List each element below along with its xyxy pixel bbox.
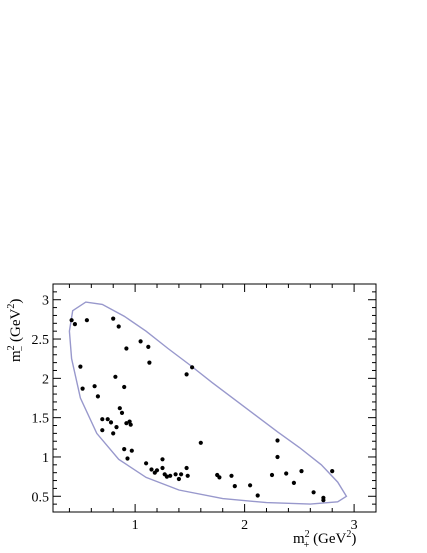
data-point-16 [190, 365, 195, 370]
data-point-47 [217, 475, 222, 480]
data-point-48 [229, 473, 234, 478]
data-point-29 [125, 456, 130, 461]
data-point-0 [69, 318, 74, 323]
data-point-53 [275, 454, 280, 460]
data-point-61 [330, 469, 335, 474]
data-point-56 [291, 480, 296, 485]
data-point-41 [176, 476, 181, 482]
data-point-2 [84, 318, 89, 323]
data-point-27 [128, 422, 133, 427]
data-point-49 [232, 484, 237, 489]
data-point-25 [124, 421, 129, 426]
data-point-5 [78, 364, 83, 369]
data-point-50 [248, 483, 253, 488]
data-point-19 [108, 420, 114, 425]
data-point-40 [173, 472, 178, 477]
y-axis-ticks: 0.5 1 1.5 2 2.5 3 [32, 283, 376, 505]
data-points [69, 316, 335, 503]
data-point-4 [116, 324, 121, 329]
data-point-52 [269, 472, 275, 478]
data-point-60 [321, 498, 326, 503]
data-point-43 [184, 465, 189, 471]
data-point-34 [154, 468, 160, 473]
plot-area [52, 283, 377, 513]
data-point-28 [122, 447, 127, 452]
data-point-38 [164, 474, 169, 479]
data-point-45 [198, 440, 203, 445]
data-point-13 [146, 344, 151, 349]
data-point-7 [92, 384, 97, 389]
data-point-18 [105, 417, 110, 422]
data-point-24 [119, 410, 125, 415]
x-tick-label-3: 3 [351, 518, 358, 533]
data-point-39 [168, 473, 173, 478]
data-point-58 [311, 490, 316, 495]
y-tick-label-1: 1 [42, 451, 49, 466]
y-tick-label-2.5: 2.5 [32, 333, 50, 348]
data-point-23 [117, 406, 122, 411]
data-point-30 [129, 448, 134, 453]
data-point-32 [149, 467, 154, 472]
data-point-10 [122, 384, 127, 390]
data-point-36 [160, 465, 165, 471]
y-tick-label-2: 2 [42, 372, 49, 387]
data-point-9 [113, 374, 118, 379]
data-point-35 [160, 457, 165, 462]
y-tick-label-0.5: 0.5 [32, 490, 50, 505]
y-axis-label: m2− (GeV2) [6, 299, 28, 362]
data-point-15 [184, 372, 189, 377]
kinematic-boundary-curve [68, 301, 348, 505]
x-axis-label: m2 + (GeV2) [293, 529, 356, 551]
x-tick-label-1: 1 [132, 518, 139, 533]
x-tick-label-2: 2 [241, 518, 248, 533]
plot-frame [52, 283, 377, 513]
data-point-8 [95, 394, 100, 399]
y-tick-label-3: 3 [42, 294, 49, 309]
y-tick-label-1.5: 1.5 [32, 412, 50, 427]
x-axis-ticks: 1 2 3 [68, 284, 377, 533]
data-point-44 [185, 473, 190, 478]
data-point-42 [179, 472, 184, 477]
data-point-12 [138, 339, 143, 344]
data-point-3 [111, 316, 116, 321]
data-point-20 [100, 428, 105, 433]
data-point-31 [144, 461, 149, 466]
data-point-22 [114, 425, 119, 430]
data-point-14 [147, 360, 152, 365]
data-point-57 [299, 469, 304, 474]
data-point-6 [80, 386, 85, 391]
data-point-51 [255, 493, 260, 498]
data-point-55 [284, 471, 289, 476]
data-point-17 [100, 417, 105, 422]
data-point-11 [124, 346, 129, 351]
data-point-1 [72, 322, 77, 327]
data-point-21 [111, 431, 116, 436]
data-point-54 [275, 438, 280, 443]
